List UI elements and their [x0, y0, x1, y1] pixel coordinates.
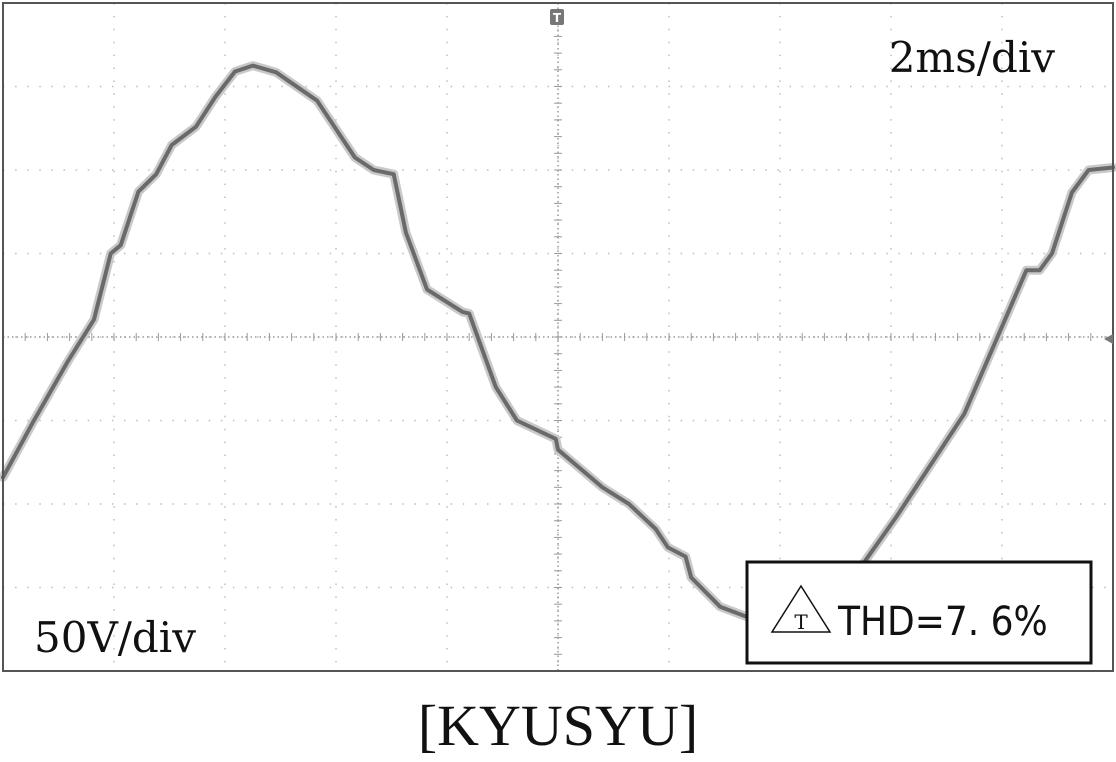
ground-level-arrow-icon: [1104, 334, 1113, 344]
delta-t-icon: T: [770, 584, 832, 634]
svg-text:T: T: [794, 610, 808, 634]
waveform-trace: [1, 63, 1115, 638]
thd-box: T THD=7. 6%: [745, 560, 1093, 665]
trigger-marker: T: [550, 9, 564, 25]
figure-caption: [KYUSYU]: [417, 693, 699, 758]
voltage-scale-label: 50V/div: [34, 613, 196, 662]
oscilloscope-screen: T 2ms/div 50V/div T THD=7. 6%: [0, 2, 1116, 672]
time-scale-label: 2ms/div: [889, 33, 1056, 82]
center-axes: [3, 3, 1113, 671]
trigger-marker-label: T: [553, 11, 562, 25]
thd-value: THD=7. 6%: [837, 599, 1048, 645]
